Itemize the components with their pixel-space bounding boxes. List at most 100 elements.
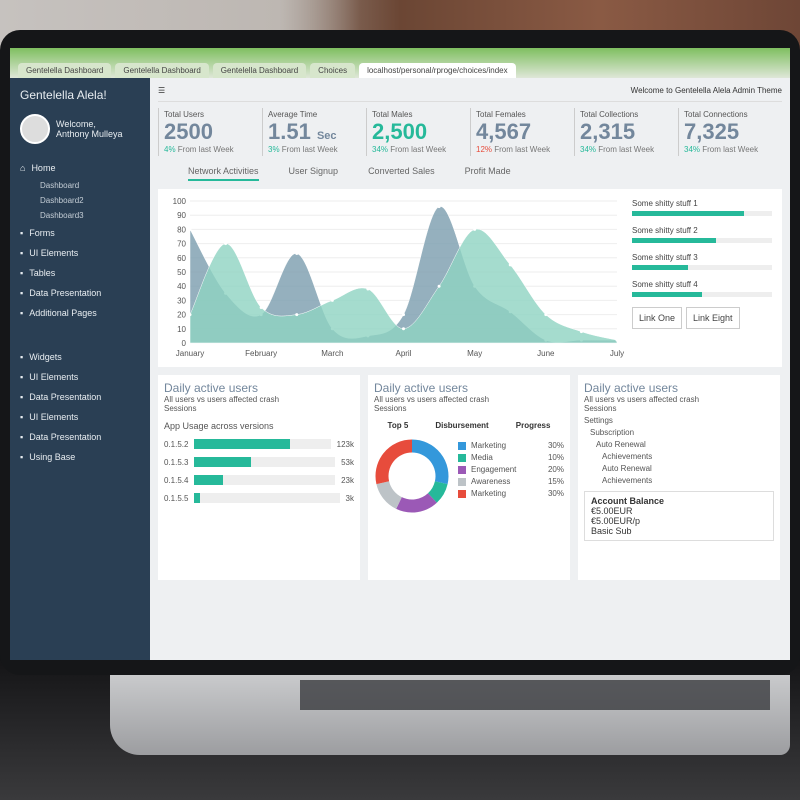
progress-list: Some shitty stuff 1 Some shitty stuff 2 So…	[632, 193, 772, 363]
sidebar-item-label: UI Elements	[29, 412, 79, 422]
progress-label: Some shitty stuff 4	[632, 280, 698, 289]
legend-value: 30%	[547, 489, 564, 498]
legend-label: Marketing	[471, 489, 507, 498]
stat-change-note: From last Week	[494, 145, 551, 154]
version-label: 0.1.5.3	[164, 457, 189, 467]
data-point	[259, 306, 263, 309]
nav-icon: ▪	[20, 372, 24, 382]
progress-bar	[632, 292, 772, 297]
address-bar[interactable]: localhost/personal/rproge/choices/index	[359, 63, 516, 78]
donut-slice	[427, 480, 448, 503]
settings-item[interactable]: Achievements	[602, 476, 653, 485]
link-button[interactable]: Link Eight	[686, 307, 740, 329]
sidebar-subitem[interactable]: Dashboard2	[40, 196, 84, 205]
x-tick-label: July	[610, 349, 624, 358]
brand: Gentelella Alela!	[20, 88, 107, 102]
sidebar-item[interactable]: ▪ UI Elements	[20, 407, 140, 427]
panel-subtitle: All users vs users affected crash	[374, 395, 490, 404]
settings-item[interactable]: Settings	[584, 416, 613, 425]
stat-change-note: From last Week	[702, 145, 759, 154]
sidebar-subitem[interactable]: Dashboard3	[40, 211, 84, 220]
tab[interactable]: Converted Sales	[368, 166, 435, 176]
stat-tile: Total Connections 7,325 34% From last Wee…	[678, 108, 782, 156]
sidebar-item-label: Home	[31, 163, 56, 173]
usage-bar-row: 0.1.5.3 53k	[164, 457, 354, 467]
legend-value: 20%	[547, 465, 564, 474]
network-activities-chart: 0 10 20 30 40 50 60 70 80 90 100 January February Mar…	[173, 197, 624, 358]
browser-tab[interactable]: Gentelella Dashboard	[212, 63, 307, 78]
sidebar-item[interactable]: ▪ Data Presentation	[20, 283, 140, 303]
tab[interactable]: Network Activities	[188, 166, 259, 181]
stat-number: 4,567	[476, 119, 532, 144]
sidebar-item[interactable]: ▪ UI Elements	[20, 367, 140, 387]
sidebar-item-label: Using Base	[29, 452, 76, 462]
version-label: 0.1.5.2	[164, 439, 189, 449]
legend-item: Marketing 30%	[458, 441, 564, 450]
progress-label: Some shitty stuff 2	[632, 226, 698, 235]
x-tick-label: April	[395, 349, 411, 358]
settings-item[interactable]: Auto Renewal	[602, 464, 652, 473]
sidebar-item[interactable]: ▪ Using Base	[20, 447, 140, 467]
tab[interactable]: Profit Made	[464, 166, 511, 176]
stat-value: 2500	[164, 119, 257, 145]
col-disbursement: Disbursement	[435, 421, 489, 430]
tab[interactable]: User Signup	[288, 166, 339, 176]
browser-tab[interactable]: Gentelella Dashboard	[18, 63, 112, 78]
settings-item[interactable]: Subscription	[590, 428, 635, 437]
sidebar-item[interactable]: ▪ Data Presentation	[20, 387, 140, 407]
settings-item[interactable]: Achievements	[602, 452, 653, 461]
stat-change-value: 12%	[476, 145, 493, 154]
account-title: Account Balance	[591, 496, 665, 506]
link-button[interactable]: Link One	[632, 307, 683, 329]
sidebar-item[interactable]: ▪ Additional Pages	[20, 303, 140, 323]
sidebar-item[interactable]: ▪ UI Elements	[20, 243, 140, 263]
progress-bar	[632, 211, 772, 216]
col-progress: Progress	[515, 421, 551, 430]
stat-label: Total Females	[476, 110, 526, 119]
sidebar-subitem[interactable]: Dashboard	[40, 181, 80, 190]
y-tick-label: 10	[177, 325, 186, 334]
welcome-text: Welcome,	[56, 119, 96, 129]
settings-item[interactable]: Auto Renewal	[596, 440, 646, 449]
stat-value: 4,567	[476, 119, 569, 145]
laptop-keyboard	[300, 680, 770, 710]
browser-tab[interactable]: Choices	[310, 63, 356, 78]
x-tick-label: February	[245, 349, 277, 358]
progress-label: Some shitty stuff 3	[632, 253, 698, 262]
panel-title: Daily active users	[584, 381, 679, 395]
usage-value: 53k	[341, 457, 354, 467]
legend-item: Media 10%	[458, 453, 564, 462]
sidebar-item-home[interactable]: ⌂ Home	[20, 158, 140, 178]
header-welcome: Welcome to Gentelella Alela Admin Theme	[630, 86, 782, 95]
sidebar-item-label: UI Elements	[29, 248, 79, 258]
sidebar-item[interactable]: ▪ Tables	[20, 263, 140, 283]
stat-number: 1.51	[268, 119, 311, 144]
legend-swatch	[458, 489, 466, 498]
sidebar-item-label: Additional Pages	[29, 308, 97, 318]
panel-top5: Daily active users All users vs users af…	[368, 375, 570, 580]
sidebar-item[interactable]: ▪ Data Presentation	[20, 427, 140, 447]
nav-icon: ▪	[20, 288, 24, 298]
panel-subtitle: All users vs users affected crash	[584, 395, 700, 404]
sidebar-item-label: UI Elements	[29, 372, 79, 382]
main-content: ☰ Welcome to Gentelella Alela Admin Theme…	[150, 78, 790, 660]
browser-tab[interactable]: Gentelella Dashboard	[115, 63, 209, 78]
data-point	[188, 227, 192, 231]
stat-change-value: 3%	[268, 145, 280, 154]
x-tick-label: January	[176, 349, 204, 358]
data-point	[295, 313, 299, 317]
y-tick-label: 50	[177, 268, 186, 277]
sidebar-item[interactable]: ▪ Forms	[20, 223, 140, 243]
stat-change: 34% From last Week	[684, 145, 777, 154]
stat-label: Total Males	[372, 110, 413, 119]
y-tick-label: 60	[177, 254, 186, 263]
sidebar-item[interactable]: ▪ Widgets	[20, 347, 140, 367]
usage-value: 3k	[345, 493, 354, 503]
usage-bar-row: 0.1.5.4 23k	[164, 475, 354, 485]
y-tick-label: 90	[177, 211, 186, 220]
menu-icon[interactable]: ☰	[158, 86, 166, 95]
legend-label: Marketing	[471, 441, 507, 450]
stat-number: 7,325	[684, 119, 740, 144]
stat-change: 4% From last Week	[164, 145, 257, 154]
nav-icon: ▪	[20, 432, 24, 442]
